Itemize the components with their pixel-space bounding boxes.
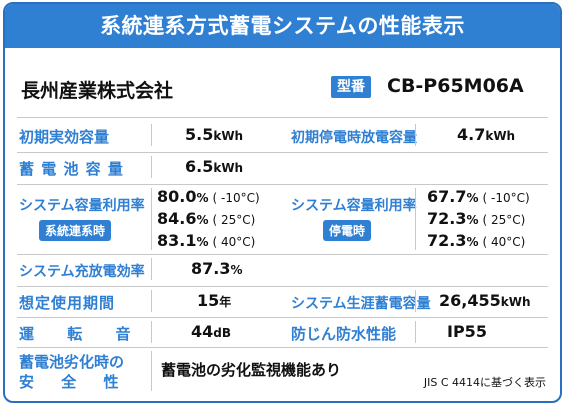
separator	[151, 321, 152, 343]
footnote: JIS C 4414に基づく表示	[423, 376, 546, 389]
lifetime-label: 想定使用期間	[19, 294, 116, 312]
separator	[415, 188, 416, 250]
util-grid-label: システム容量利用率	[19, 198, 145, 214]
separator	[151, 258, 152, 280]
util-outage-label: システム容量利用率	[291, 198, 417, 214]
util-outage-value-1: 67.7%( -10°C)	[427, 187, 530, 206]
divider	[17, 152, 548, 153]
divider	[17, 347, 548, 348]
initial-discharge-label: 初期停電時放電容量	[291, 130, 417, 146]
separator	[151, 290, 152, 312]
noise-label: 運 転 音	[19, 325, 145, 343]
divider	[17, 184, 548, 185]
model-number: CB-P65M06A	[387, 75, 524, 97]
divider	[17, 117, 548, 118]
performance-label-card: 系統連系方式蓄電システムの性能表示 長州産業株式会社 型番 CB-P65M06A…	[3, 2, 562, 403]
initial-capacity-value: 5.5kWh	[185, 125, 244, 144]
util-outage-value-3: 72.3%( 40°C)	[427, 231, 526, 250]
efficiency-value: 87.3%	[191, 259, 243, 278]
grid-connected-badge: 系統連系時	[39, 220, 112, 241]
util-grid-value-2: 84.6%( 25°C)	[157, 209, 256, 228]
efficiency-label: システム充放電効率	[19, 264, 145, 280]
protection-value: IP55	[447, 322, 487, 341]
initial-capacity-label: 初期実効容量	[19, 128, 110, 146]
separator	[151, 124, 152, 146]
separator	[151, 156, 152, 178]
lifetime-storage-value: 26,455kWh	[439, 291, 531, 310]
safety-value: 蓄電池の劣化監視機能あり	[161, 361, 342, 379]
divider	[17, 317, 548, 318]
util-grid-value-1: 80.0%( -10°C)	[157, 187, 260, 206]
battery-capacity-label: 蓄 電 池 容 量	[19, 160, 124, 178]
initial-discharge-value: 4.7kWh	[457, 125, 516, 144]
divider	[17, 286, 548, 287]
safety-label-line2: 安 全 性	[19, 373, 130, 391]
separator	[151, 188, 152, 250]
divider	[17, 254, 548, 255]
model-tag: 型番	[331, 76, 371, 98]
lifetime-value: 15年	[197, 291, 232, 310]
noise-value: 44dB	[191, 322, 232, 341]
separator	[415, 321, 416, 343]
separator	[415, 124, 416, 146]
battery-capacity-value: 6.5kWh	[185, 157, 244, 176]
company-name: 長州産業株式会社	[21, 80, 174, 102]
protection-label: 防じん防水性能	[291, 325, 397, 343]
safety-label-line1: 蓄電池劣化時の	[19, 353, 125, 371]
separator	[151, 351, 152, 391]
util-outage-value-2: 72.3%( 25°C)	[427, 209, 526, 228]
separator	[415, 290, 416, 312]
outage-badge: 停電時	[323, 220, 372, 241]
lifetime-storage-label: システム生涯蓄電容量	[291, 296, 431, 312]
util-grid-value-3: 83.1%( 40°C)	[157, 231, 256, 250]
page-title: 系統連系方式蓄電システムの性能表示	[5, 4, 560, 48]
